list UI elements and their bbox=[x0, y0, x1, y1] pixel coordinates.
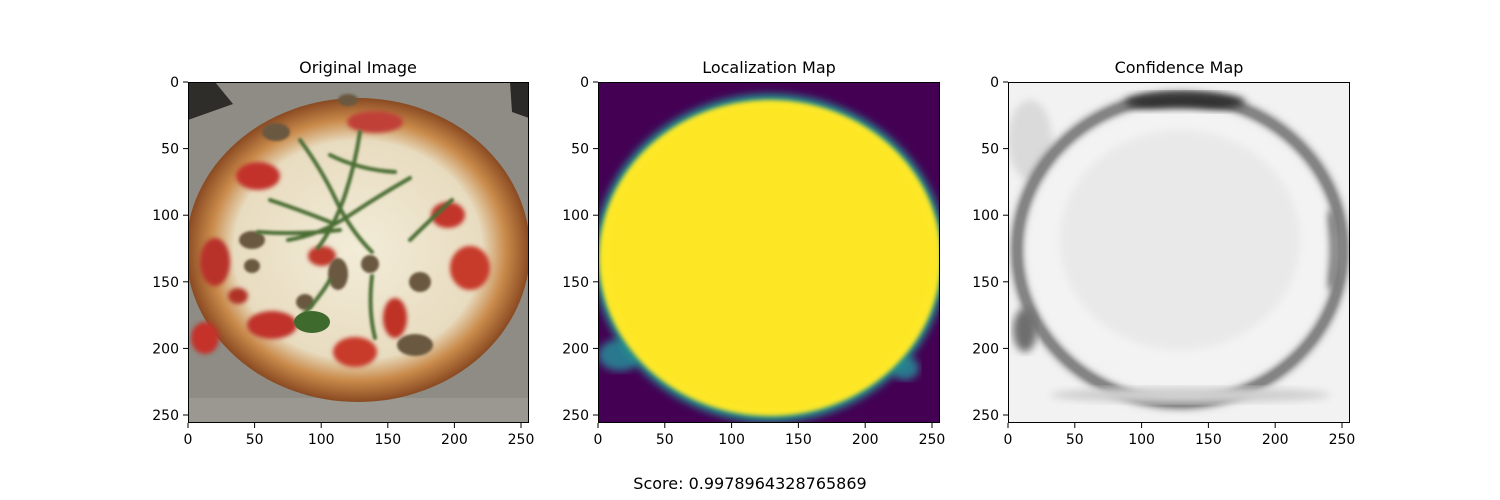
localization-ticks: 0 50 100 150 200 250 0 50 100 150 200 250 bbox=[562, 75, 945, 448]
score-label: Score: 0.9978964328765869 bbox=[633, 474, 866, 493]
y-tick-label: 50 bbox=[981, 142, 999, 158]
panel-title-localization: Localization Map bbox=[702, 58, 836, 77]
x-tick-label: 100 bbox=[1128, 432, 1155, 448]
x-tick-label: 250 bbox=[1329, 432, 1356, 448]
y-tick-label: 200 bbox=[562, 341, 589, 357]
x-tick-label: 200 bbox=[441, 432, 468, 448]
y-tick-label: 250 bbox=[152, 408, 179, 424]
x-tick-label: 200 bbox=[852, 432, 879, 448]
y-tick-label: 0 bbox=[580, 75, 589, 91]
x-tick-label: 0 bbox=[184, 432, 193, 448]
confidence-axes-frame bbox=[1008, 82, 1350, 423]
y-tick-label: 50 bbox=[571, 142, 589, 158]
localization-axes-frame bbox=[598, 82, 940, 423]
x-tick-label: 50 bbox=[246, 432, 264, 448]
x-tick-label: 50 bbox=[656, 432, 674, 448]
y-tick-label: 100 bbox=[152, 208, 179, 224]
y-tick-label: 0 bbox=[170, 75, 179, 91]
x-tick-label: 0 bbox=[594, 432, 603, 448]
x-tick-label: 250 bbox=[919, 432, 946, 448]
y-tick-label: 150 bbox=[972, 275, 999, 291]
y-tick-label: 150 bbox=[152, 275, 179, 291]
panel-title-original: Original Image bbox=[299, 58, 417, 77]
x-tick-label: 150 bbox=[785, 432, 812, 448]
original-image bbox=[188, 82, 529, 423]
y-tick-label: 100 bbox=[972, 208, 999, 224]
y-tick-label: 0 bbox=[990, 75, 999, 91]
x-tick-label: 100 bbox=[718, 432, 745, 448]
panel-title-confidence: Confidence Map bbox=[1115, 58, 1244, 77]
y-tick-label: 200 bbox=[152, 341, 179, 357]
x-tick-label: 150 bbox=[374, 432, 401, 448]
x-tick-label: 100 bbox=[308, 432, 335, 448]
confidence-map-panel: Confidence Map 0 50 100 150 200 250 0 50 100 150 2… bbox=[972, 58, 1355, 448]
y-tick-label: 200 bbox=[972, 341, 999, 357]
localization-heatmap bbox=[598, 82, 940, 423]
x-tick-label: 250 bbox=[508, 432, 535, 448]
y-tick-label: 150 bbox=[562, 275, 589, 291]
original-ticks: 0 50 100 150 200 250 0 50 100 150 200 250 bbox=[152, 75, 534, 448]
confidence-heatmap bbox=[1008, 82, 1350, 423]
x-tick-label: 50 bbox=[1066, 432, 1084, 448]
x-tick-label: 150 bbox=[1195, 432, 1222, 448]
localization-map-panel: Localization Map 0 50 100 150 200 250 0 50 100 15… bbox=[562, 58, 945, 448]
x-tick-label: 0 bbox=[1004, 432, 1013, 448]
original-image-panel: Original Image bbox=[152, 58, 534, 448]
y-tick-label: 250 bbox=[562, 408, 589, 424]
y-tick-label: 100 bbox=[562, 208, 589, 224]
x-tick-label: 200 bbox=[1262, 432, 1289, 448]
confidence-ticks: 0 50 100 150 200 250 0 50 100 150 200 250 bbox=[972, 75, 1355, 448]
original-axes-frame bbox=[188, 82, 529, 423]
y-tick-label: 250 bbox=[972, 408, 999, 424]
y-tick-label: 50 bbox=[161, 142, 179, 158]
